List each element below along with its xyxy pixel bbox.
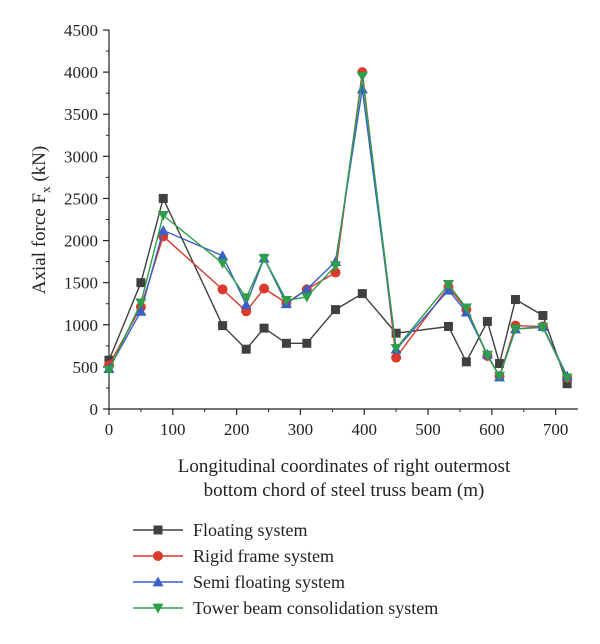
data-point	[301, 283, 313, 294]
y-tick-label: 4000	[64, 63, 98, 82]
legend-label: Rigid frame system	[193, 546, 334, 566]
data-point	[217, 284, 228, 295]
series-layer	[103, 67, 573, 389]
data-point	[103, 365, 115, 376]
x-axis-title-line-1: Longitudinal coordinates of right outerm…	[178, 456, 511, 477]
data-point	[330, 267, 341, 278]
x-tick-label: 700	[543, 420, 569, 439]
data-point	[281, 338, 291, 348]
x-tick-label: 500	[415, 420, 441, 439]
series-line	[108, 88, 568, 379]
y-tick-label: 1000	[64, 316, 98, 335]
x-tick-label: 400	[351, 420, 377, 439]
data-point	[391, 352, 402, 363]
x-tick-label: 600	[479, 420, 505, 439]
data-point	[158, 193, 168, 203]
data-point	[157, 224, 169, 235]
legend-label: Tower beam consolidation system	[193, 598, 438, 618]
x-tick-label: 200	[224, 420, 250, 439]
legend-label: Floating system	[193, 520, 308, 540]
data-point	[562, 379, 572, 389]
data-point	[302, 338, 312, 348]
data-point	[391, 328, 401, 338]
data-point	[460, 303, 472, 314]
data-point	[538, 311, 548, 321]
legend-marker	[152, 576, 164, 587]
data-point	[537, 322, 549, 333]
data-point	[258, 253, 270, 264]
y-axis-title-main: Axial force F	[29, 193, 50, 294]
series-1	[104, 193, 572, 389]
y-tick-label: 3500	[64, 105, 98, 124]
series-3	[103, 83, 573, 382]
data-point	[482, 316, 492, 326]
data-point	[259, 323, 269, 333]
data-point	[442, 279, 454, 290]
legend-item: Semi floating system	[133, 572, 345, 592]
legend-marker	[153, 551, 163, 561]
y-axis-title-unit: (kN)	[29, 146, 50, 187]
data-point	[561, 373, 573, 384]
data-point	[217, 250, 229, 261]
data-point	[443, 321, 453, 331]
x-axis-ticks: 0 100 200 300 400 500 600 700	[105, 409, 569, 439]
data-point	[104, 355, 114, 365]
data-point	[330, 261, 342, 272]
data-point	[259, 283, 270, 294]
legend-marker	[152, 603, 164, 614]
data-point	[301, 292, 313, 303]
data-point	[357, 289, 367, 299]
data-point	[217, 258, 229, 269]
y-tick-label: 4500	[64, 21, 98, 40]
legend-label: Semi floating system	[193, 572, 345, 592]
y-tick-label: 2500	[64, 189, 98, 208]
legend-marker	[153, 525, 163, 535]
data-point	[135, 305, 147, 316]
data-point	[390, 343, 402, 354]
y-axis-ticks: 0 500 1000 1500 2000 2500 3000 3500 4000 4500	[64, 21, 109, 419]
series-line	[108, 196, 568, 384]
y-tick-label: 500	[73, 358, 99, 377]
data-point	[240, 299, 252, 309]
legend-item: Floating system	[133, 520, 308, 540]
x-tick-label: 300	[288, 420, 314, 439]
data-point	[331, 305, 341, 315]
y-axis-title: Axial force Fx (kN)	[29, 146, 53, 294]
y-tick-label: 3000	[64, 147, 98, 166]
data-point	[356, 71, 368, 82]
data-point	[509, 324, 521, 335]
y-tick-label: 0	[90, 400, 99, 419]
series-4	[103, 71, 573, 384]
data-point	[495, 359, 505, 369]
data-point	[356, 83, 368, 94]
data-point	[481, 350, 493, 361]
y-tick-label: 2000	[64, 232, 98, 251]
legend-item: Tower beam consolidation system	[133, 598, 438, 618]
y-tick-label: 1500	[64, 274, 98, 293]
legend: Floating system Rigid frame system Semi fl…	[133, 520, 438, 618]
data-point	[241, 344, 251, 354]
data-point	[157, 210, 169, 221]
data-point	[461, 357, 471, 367]
series-line	[108, 76, 568, 379]
data-point	[136, 278, 146, 288]
data-point	[218, 321, 228, 331]
data-point	[135, 298, 147, 309]
y-axis-title-subscript: x	[38, 186, 53, 193]
series-line	[108, 72, 568, 379]
x-tick-label: 100	[160, 420, 186, 439]
data-point	[280, 295, 292, 306]
data-point	[510, 295, 520, 305]
x-axis-title-line-2: bottom chord of steel truss beam (m)	[204, 480, 485, 501]
x-tick-label: 0	[105, 420, 114, 439]
legend-item: Rigid frame system	[133, 546, 334, 566]
data-point	[494, 371, 506, 382]
data-point	[240, 293, 252, 304]
